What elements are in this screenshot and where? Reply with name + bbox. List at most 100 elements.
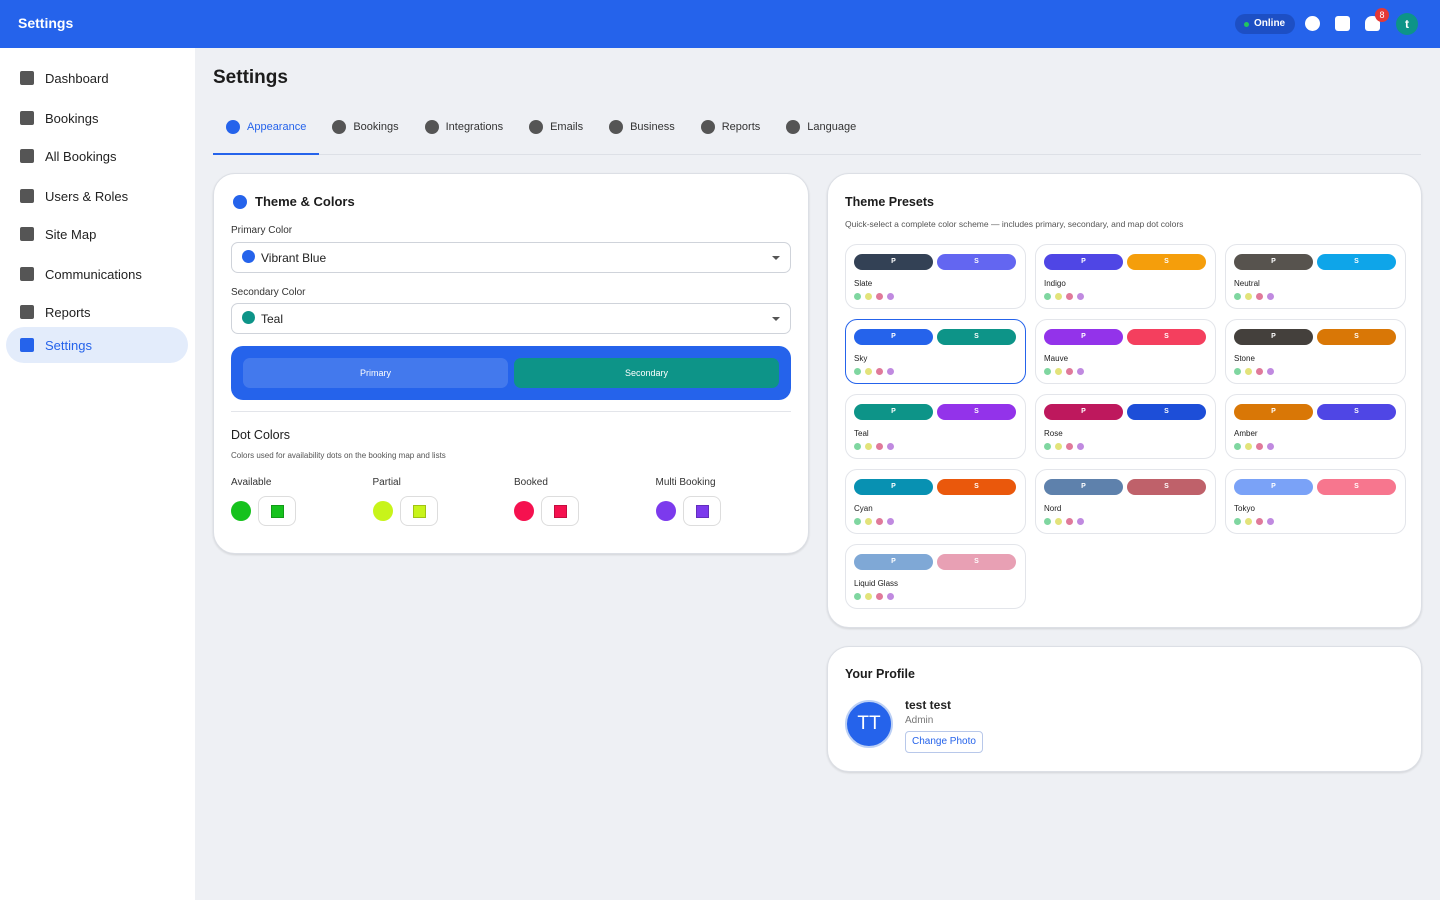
dot-label: Booked (514, 477, 548, 488)
preset-dot (854, 368, 861, 375)
preset-dot (887, 518, 894, 525)
preview-secondary: Secondary (514, 358, 779, 388)
messages-button[interactable] (1335, 16, 1350, 31)
tab[interactable]: Reports (688, 108, 774, 155)
status-chip[interactable]: Online (1235, 14, 1295, 34)
preset-name: Stone (1234, 354, 1255, 363)
primary-pill: P (854, 404, 933, 420)
preset-card[interactable]: P S Teal (845, 394, 1026, 459)
tab[interactable]: Business (596, 108, 688, 155)
color-square (412, 505, 426, 518)
tab[interactable]: Language (773, 108, 869, 155)
sidebar: Dashboard Bookings All Bookings Users & Rol… (0, 48, 195, 900)
color-square (271, 505, 284, 518)
preset-dot (1055, 293, 1062, 300)
preset-name: Nord (1044, 504, 1062, 513)
preset-dot (1044, 293, 1051, 300)
user-avatar[interactable]: t (1396, 13, 1418, 35)
nav-item[interactable]: Dashboard (6, 60, 188, 96)
profile-card: Your Profile TT test test Admin Change P… (827, 646, 1422, 772)
color-dot (242, 311, 255, 324)
preset-grid: P S Slate P S Indigo P S Neutral P S Sky P S Mauve P S St… (845, 244, 1406, 609)
preset-dot (887, 443, 894, 450)
change-photo-button[interactable]: Change Photo (905, 731, 983, 753)
tab[interactable]: Integrations (412, 108, 516, 155)
preset-name: Tokyo (1234, 504, 1255, 513)
preview-primary: Primary (243, 358, 508, 388)
secondary-pill: S (1317, 479, 1396, 495)
preset-dot (1234, 368, 1241, 375)
secondary-pill: S (1127, 404, 1206, 420)
secondary-color-select[interactable]: Teal (231, 303, 791, 334)
nav-item[interactable]: All Bookings (6, 138, 188, 174)
primary-pill: P (854, 329, 933, 345)
nav-item[interactable]: Bookings (6, 100, 188, 136)
section-description: Colors used for availability dots on the… (231, 451, 446, 460)
preset-name: Rose (1044, 429, 1063, 438)
preset-card[interactable]: P S Stone (1225, 319, 1406, 384)
color-picker[interactable] (258, 496, 296, 526)
preset-dot (865, 593, 872, 600)
tab[interactable]: Appearance (213, 108, 320, 155)
preset-dot (1044, 518, 1051, 525)
tab[interactable]: Bookings (319, 108, 411, 155)
tab-bar: Appearance Bookings Integrations Emails Busi… (213, 108, 1421, 155)
color-picker[interactable] (541, 496, 579, 526)
preset-card[interactable]: P S Slate (845, 244, 1026, 309)
card-title: Theme & Colors (255, 194, 355, 209)
preset-dot (1267, 293, 1274, 300)
color-square (695, 505, 709, 518)
secondary-pill: S (1127, 479, 1206, 495)
theme-toggle[interactable] (1305, 16, 1320, 31)
card-title: Theme Presets (845, 195, 934, 209)
nav-item[interactable]: Users & Roles (6, 178, 188, 214)
preset-card[interactable]: P S Liquid Glass (845, 544, 1026, 609)
tab[interactable]: Emails (516, 108, 596, 155)
preset-card[interactable]: P S Mauve (1035, 319, 1216, 384)
preset-name: Sky (854, 354, 868, 363)
primary-pill: P (1234, 404, 1313, 420)
app-bar: Settings Online 8 t (0, 0, 1440, 48)
preset-card[interactable]: P S Nord (1035, 469, 1216, 534)
preset-name: Cyan (854, 504, 873, 513)
preset-card[interactable]: P S Amber (1225, 394, 1406, 459)
primary-pill: P (1044, 404, 1123, 420)
color-preview: Primary Secondary (231, 346, 791, 400)
nav-item[interactable]: Settings (6, 327, 188, 363)
preset-card[interactable]: P S Cyan (845, 469, 1026, 534)
secondary-pill: S (1317, 254, 1396, 270)
card-description: Quick-select a complete color scheme — i… (845, 219, 1184, 229)
primary-pill: P (1044, 479, 1123, 495)
primary-color-select[interactable]: Vibrant Blue (231, 242, 791, 273)
preset-dot (1234, 518, 1241, 525)
dot-swatch (372, 501, 393, 521)
preset-card[interactable]: P S Indigo (1035, 244, 1216, 309)
preset-dot (1066, 368, 1073, 375)
preset-card[interactable]: P S Rose (1035, 394, 1216, 459)
preset-dot (1267, 518, 1274, 525)
preset-dot (887, 293, 894, 300)
preset-card[interactable]: P S Tokyo (1225, 469, 1406, 534)
preset-dot (1245, 443, 1252, 450)
preset-dot (1055, 518, 1062, 525)
preset-name: Neutral (1234, 279, 1260, 288)
nav-item[interactable]: Reports (6, 294, 188, 330)
preset-card[interactable]: P S Neutral (1225, 244, 1406, 309)
nav-item[interactable]: Communications (6, 256, 188, 292)
preset-card[interactable]: P S Sky (845, 319, 1026, 384)
preset-dot (865, 443, 872, 450)
preset-dot (1055, 443, 1062, 450)
theme-presets-card: Theme Presets Quick-select a complete co… (827, 173, 1422, 628)
preset-dot (1256, 518, 1263, 525)
preset-dot (865, 293, 872, 300)
color-picker[interactable] (682, 496, 721, 526)
dot-swatch (514, 501, 534, 521)
profile-avatar: TT (845, 700, 893, 748)
preset-dot (876, 593, 883, 600)
notification-badge: 8 (1375, 8, 1389, 22)
nav-item[interactable]: Site Map (6, 216, 188, 252)
preset-dot (865, 368, 872, 375)
color-picker[interactable] (399, 496, 438, 526)
